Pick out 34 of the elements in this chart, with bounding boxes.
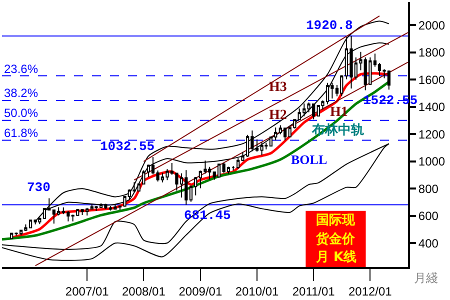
annotation: 国际现 — [316, 213, 356, 228]
annotation: 38.2% — [4, 86, 38, 100]
x-tick-label: 2008/01 — [122, 284, 166, 298]
y-tick-label: 1600 — [418, 72, 446, 87]
y-tick-label: 1000 — [418, 154, 446, 169]
y-tick-label: 2000 — [418, 18, 446, 32]
annotation: 50.0% — [4, 106, 38, 120]
y-tick-label: 1800 — [418, 46, 446, 60]
annotation: 布林中轨 — [311, 122, 364, 137]
annotation: 61.8% — [4, 126, 38, 140]
annotation: BOLL — [291, 152, 328, 167]
y-tick-label: 600 — [418, 209, 439, 224]
candlestick — [226, 166, 230, 175]
y-tick-label: 400 — [418, 236, 439, 250]
y-tick-label: 800 — [418, 182, 439, 196]
y-tick-label: 1400 — [418, 100, 446, 114]
x-tick-label: 2010/01 — [235, 284, 280, 298]
annotation: 730 — [27, 180, 51, 195]
x-tick-label: 2009/01 — [178, 284, 222, 298]
annotation: 1920.8 — [306, 18, 354, 33]
x-tick-label: 2012/01 — [348, 284, 392, 298]
candlestick — [232, 166, 235, 171]
x-tick-label: 2007/01 — [65, 284, 110, 298]
annotation: 1032.55 — [100, 139, 155, 154]
annotation: 23.6% — [4, 62, 38, 76]
annotation: H2 — [269, 108, 287, 123]
x-tick-label: 2011/01 — [292, 284, 336, 298]
y-tick-label: 1200 — [418, 127, 446, 142]
x-axis-title: 月綫 — [414, 271, 438, 285]
candlestick — [217, 164, 221, 178]
annotation: H3 — [269, 80, 287, 95]
annotation: 月 K线 — [315, 250, 357, 265]
annotation: 货金价 — [315, 231, 356, 247]
candlestick — [260, 142, 264, 156]
